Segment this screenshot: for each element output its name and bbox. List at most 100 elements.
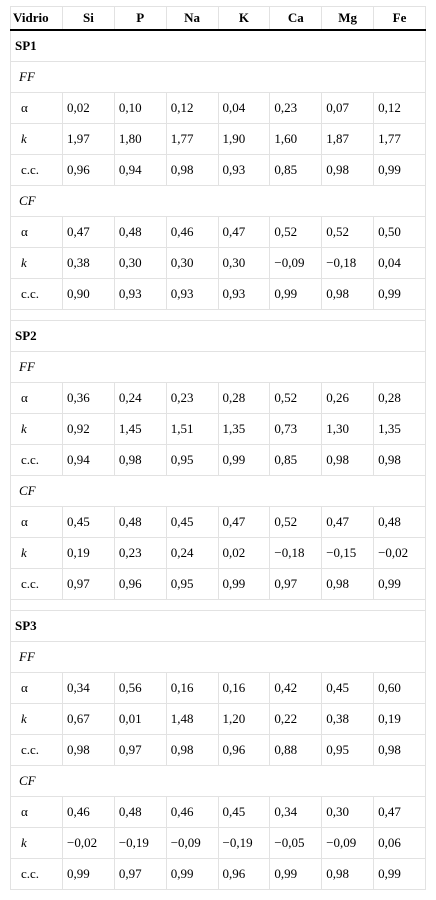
group-row: FF [10,351,426,383]
table-row: α 0,45 0,48 0,45 0,47 0,52 0,47 0,48 [10,506,426,538]
value-cell: 0,01 [113,703,167,735]
table-row: c.c. 0,98 0,97 0,98 0,96 0,88 0,95 0,98 [10,734,426,766]
value-cell: 0,60 [373,672,426,704]
value-cell: 0,98 [321,568,375,600]
value-cell: 0,02 [62,92,115,124]
value-cell: 0,48 [373,506,426,538]
table-row: α 0,36 0,24 0,23 0,28 0,52 0,26 0,28 [10,382,426,414]
row-label: c.c. [10,734,63,766]
value-cell: 0,97 [62,568,115,600]
value-cell: 1,48 [165,703,219,735]
value-cell: 0,52 [269,382,323,414]
row-label: k [10,247,63,279]
value-cell: −0,09 [165,827,219,859]
value-cell: 1,35 [217,413,271,445]
value-cell: 0,42 [269,672,323,704]
value-cell: 0,30 [113,247,167,279]
value-cell: 0,48 [113,796,167,828]
section-title: SP3 [10,610,426,642]
value-cell: 0,24 [165,537,219,569]
value-cell: 0,07 [321,92,375,124]
value-cell: −0,02 [62,827,115,859]
value-cell: 1,20 [217,703,271,735]
group-title: CF [10,765,426,797]
header-cell: Fe [373,6,426,31]
row-label: c.c. [10,278,63,310]
table-row: c.c. 0,94 0,98 0,95 0,99 0,85 0,98 0,98 [10,444,426,476]
value-cell: 0,98 [165,154,219,186]
value-cell: 0,26 [321,382,375,414]
row-label: c.c. [10,568,63,600]
table-row: k 0,92 1,45 1,51 1,35 0,73 1,30 1,35 [10,413,426,445]
value-cell: 1,60 [269,123,323,155]
value-cell: 0,48 [113,506,167,538]
value-cell: 0,96 [113,568,167,600]
value-cell: 0,98 [373,444,426,476]
value-cell: 0,56 [113,672,167,704]
header-cell: Na [166,6,219,31]
table-row: α 0,34 0,56 0,16 0,16 0,42 0,45 0,60 [10,672,426,704]
value-cell: 0,99 [217,568,271,600]
value-cell: 1,51 [165,413,219,445]
value-cell: 0,99 [373,568,426,600]
table-row: k 0,67 0,01 1,48 1,20 0,22 0,38 0,19 [10,703,426,735]
row-label: k [10,537,63,569]
section-row: SP2 [10,320,426,352]
value-cell: 0,23 [269,92,323,124]
value-cell: 0,04 [373,247,426,279]
row-label: c.c. [10,154,63,186]
value-cell: 0,97 [113,734,167,766]
spacer-cell [10,309,426,321]
value-cell: 0,85 [269,444,323,476]
value-cell: 0,46 [165,796,219,828]
value-cell: 0,88 [269,734,323,766]
table-row: k −0,02 −0,19 −0,09 −0,19 −0,05 −0,09 0,06 [10,827,426,859]
value-cell: 0,96 [217,734,271,766]
group-row: FF [10,641,426,673]
value-cell: −0,15 [321,537,375,569]
value-cell: 0,23 [165,382,219,414]
section-spacer [10,309,426,321]
value-cell: −0,19 [113,827,167,859]
value-cell: 0,99 [62,858,115,890]
group-title: FF [10,61,426,93]
value-cell: −0,05 [269,827,323,859]
value-cell: 0,36 [62,382,115,414]
row-label: k [10,413,63,445]
value-cell: 0,99 [269,858,323,890]
value-cell: −0,19 [217,827,271,859]
data-table: Vidrio Si P Na K Ca Mg Fe SP1 FF α 0,02 0,10… [10,6,426,890]
group-title: CF [10,475,426,507]
value-cell: 0,30 [165,247,219,279]
group-title: CF [10,185,426,217]
value-cell: 1,77 [373,123,426,155]
table-row: k 1,97 1,80 1,77 1,90 1,60 1,87 1,77 [10,123,426,155]
table-row: c.c. 0,99 0,97 0,99 0,96 0,99 0,98 0,99 [10,858,426,890]
value-cell: 0,98 [62,734,115,766]
value-cell: 0,99 [373,858,426,890]
value-cell: 0,28 [373,382,426,414]
group-title: FF [10,351,426,383]
section-spacer [10,599,426,611]
value-cell: 0,52 [269,506,323,538]
table-row: c.c. 0,97 0,96 0,95 0,99 0,97 0,98 0,99 [10,568,426,600]
value-cell: 0,45 [165,506,219,538]
value-cell: 1,30 [321,413,375,445]
value-cell: 0,16 [165,672,219,704]
row-label: k [10,123,63,155]
value-cell: 0,98 [165,734,219,766]
value-cell: 0,94 [62,444,115,476]
value-cell: 0,99 [269,278,323,310]
row-label: α [10,216,63,248]
value-cell: 0,52 [321,216,375,248]
value-cell: 0,34 [269,796,323,828]
value-cell: 0,98 [113,444,167,476]
row-label: α [10,92,63,124]
row-label: k [10,827,63,859]
value-cell: 0,45 [62,506,115,538]
value-cell: 0,85 [269,154,323,186]
value-cell: 1,80 [113,123,167,155]
value-cell: 0,90 [62,278,115,310]
value-cell: 1,90 [217,123,271,155]
value-cell: 0,98 [321,858,375,890]
